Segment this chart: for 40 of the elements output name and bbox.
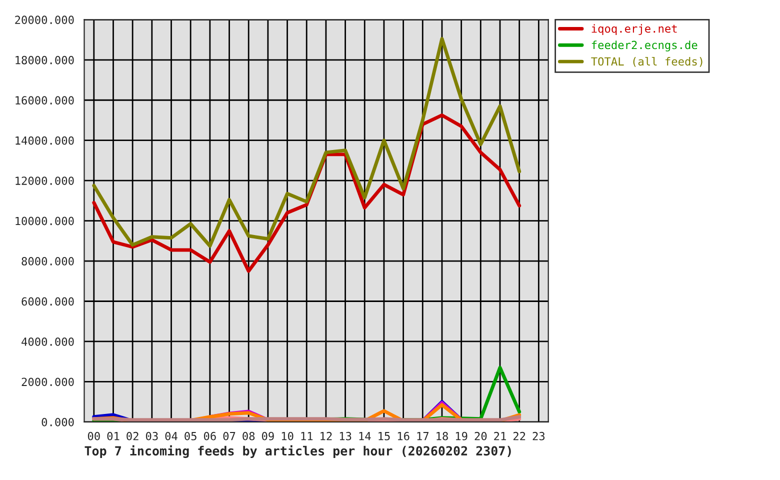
- y-tick-label: 14000.000: [16, 136, 74, 145]
- y-tick-label: 8000.000: [22, 257, 74, 266]
- x-tick-label: 23: [532, 432, 545, 440]
- line-series: [92, 37, 522, 248]
- x-tick-label: 14: [359, 432, 371, 440]
- x-tick-label: 03: [146, 432, 158, 440]
- x-tick-label: 04: [165, 432, 178, 440]
- x-axis-title: Top 7 incoming feeds by articles per hour (20260202 2307): [84, 445, 511, 458]
- y-tick-label: 20000.000: [15, 16, 74, 24]
- x-tick-label: 17: [417, 432, 428, 440]
- y-tick-label: 4000.000: [22, 337, 74, 346]
- y-tick-label: 2000.000: [22, 378, 74, 386]
- x-tick-label: 06: [204, 432, 216, 440]
- y-tick-label: 18000.000: [16, 56, 74, 64]
- x-tick-label: 05: [184, 432, 196, 440]
- y-tick-label: 6000.000: [22, 297, 74, 306]
- y-tick-label: 10000.000: [16, 216, 74, 226]
- y-tick-label: 16000.000: [16, 96, 74, 105]
- y-tick-label: 12000.000: [16, 176, 74, 185]
- x-tick-label: 16: [398, 432, 410, 440]
- legend-label: feeder2.ecngs.de: [592, 40, 698, 52]
- x-tick-label: 07: [223, 432, 236, 440]
- x-tick-label: 01: [107, 432, 120, 440]
- x-tick-label: 02: [126, 432, 138, 440]
- x-tick-label: 15: [378, 432, 390, 440]
- x-tick-label: 20: [474, 432, 487, 440]
- x-tick-label: 09: [262, 432, 274, 440]
- y-tick-label: 0.000: [42, 418, 74, 426]
- x-tick-label: 22: [513, 432, 526, 440]
- x-tick-label: 19: [456, 432, 468, 440]
- x-tick-label: 08: [242, 432, 255, 440]
- x-tick-label: 21: [494, 432, 506, 440]
- legend-label: TOTAL (all feeds): [591, 56, 702, 67]
- x-tick-label: 10: [282, 432, 294, 440]
- x-tick-label: 00: [88, 432, 100, 440]
- x-tick-label: 13: [340, 432, 352, 440]
- legend-label: iqoq.erje.net: [592, 24, 677, 35]
- x-tick-label: 18: [436, 432, 448, 440]
- x-tick-label: 12: [320, 432, 332, 440]
- x-tick-label: 11: [301, 432, 313, 440]
